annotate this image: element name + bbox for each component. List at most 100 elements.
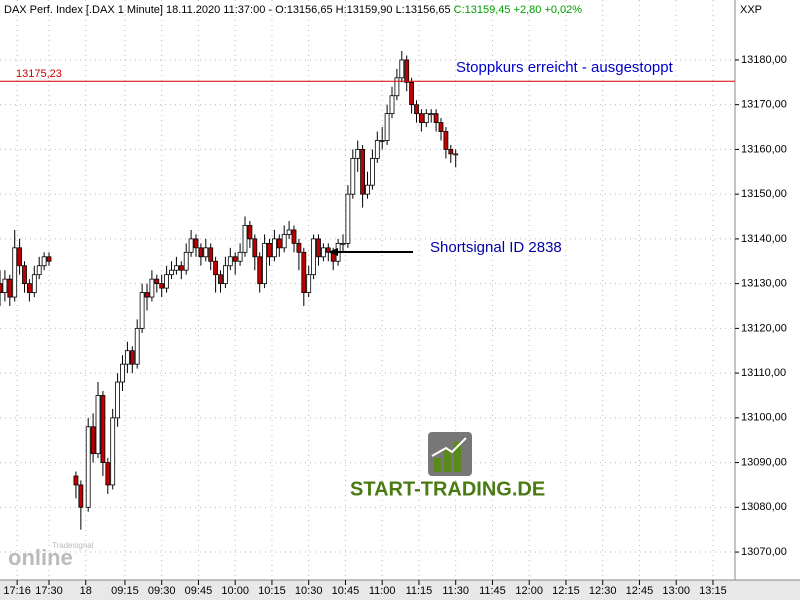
candle-body [369,157,375,186]
candle-body [262,242,268,285]
y-tick-label: 13130,00 [741,278,787,290]
candle-body [291,229,297,244]
x-tick-label: 09:45 [185,585,213,597]
candle-body [218,274,223,285]
candle-body [154,278,160,285]
candle-body [144,292,150,298]
header: DAX Perf. Index [.DAX 1 Minute] 18.11.20… [4,4,762,16]
y-tick-label: 13120,00 [741,322,787,334]
candle-body [301,251,307,293]
y-tick-label: 13070,00 [741,546,787,558]
candle-body [418,113,424,123]
candle-body [267,242,272,258]
candle-body [173,265,179,271]
logo-icon [431,437,467,457]
candle-body [443,131,449,150]
x-tick-label: 18 [80,585,92,597]
candle-body [325,247,331,253]
candle-body [100,395,106,463]
x-tick-label: 12:15 [552,585,580,597]
logo-icon [454,442,461,472]
candle-body [213,260,219,276]
candle-body [257,256,263,285]
x-tick-label: 17:30 [35,585,63,597]
candle-body [311,238,317,276]
candle-body [78,484,84,508]
candle-body [252,238,258,258]
y-tick-label: 13110,00 [741,367,786,379]
candle-body [178,265,184,271]
candle-body [2,278,8,293]
candle-body [17,247,23,267]
candle-body [355,149,361,159]
candle-body [350,157,356,195]
candle-body [120,363,125,383]
candle-body [198,247,204,258]
candle-body [139,292,145,329]
candle-body [276,238,282,249]
logo-icon [444,450,451,472]
candle-body [365,184,370,195]
candle-body [115,381,120,419]
candle-body [125,350,130,365]
x-tick-label: 10:45 [332,585,360,597]
watermark: Tradesignal [52,541,94,550]
x-axis-band [0,580,800,600]
candle-body [433,113,439,123]
candle-body [129,350,135,365]
candle-body [316,238,321,258]
candle-body [7,278,13,298]
candle-body [134,327,140,365]
y-tick-label: 13160,00 [741,143,787,155]
candle-body [36,265,42,276]
x-tick-label: 12:45 [626,585,654,597]
candle-body [438,122,444,132]
candle-body [227,256,233,267]
x-tick-label: 10:00 [221,585,249,597]
candle-body [159,283,165,289]
candle-body [90,426,96,455]
x-tick-label: 11:45 [479,585,506,597]
candle-body [105,462,111,486]
x-tick-label: 13:00 [662,585,690,597]
candle-body [340,242,346,245]
candle-body [26,283,32,293]
candle-body [428,113,434,116]
x-tick-label: 13:15 [699,585,727,597]
candle-body [453,153,459,156]
candle-body [379,140,385,142]
candle-body [247,225,253,240]
x-tick-label: 11:15 [406,585,433,597]
candle-body [73,475,79,486]
candles [0,51,459,530]
corner-label: XXP [740,4,762,16]
y-tick-label: 13080,00 [741,501,787,513]
x-tick-label: 11:30 [442,585,469,597]
y-tick-label: 13150,00 [741,188,787,200]
logo-text: START-TRADING.DE [350,478,545,500]
watermark: online [8,545,73,570]
candle-body [22,265,27,285]
logo: START-TRADING.DE [350,432,545,500]
x-tick-label: 09:30 [148,585,176,597]
candle-body [237,251,243,262]
y-tick-label: 13090,00 [741,456,787,468]
candle-body [423,113,429,123]
x-tick-label: 11:00 [369,585,396,597]
candle-body [281,234,287,249]
candle-body [12,247,18,298]
candle-body [414,104,419,115]
candle-body [394,77,400,97]
x-tick-label: 12:30 [589,585,617,597]
candle-body [203,247,209,258]
stop-label: 13175,23 [16,68,62,80]
candle-body [409,81,415,106]
candle-body [164,274,170,289]
candle-body [222,265,228,285]
candle-body [374,140,380,159]
candle-body [208,247,214,262]
candle-body [384,113,390,141]
candle-body [242,225,248,253]
